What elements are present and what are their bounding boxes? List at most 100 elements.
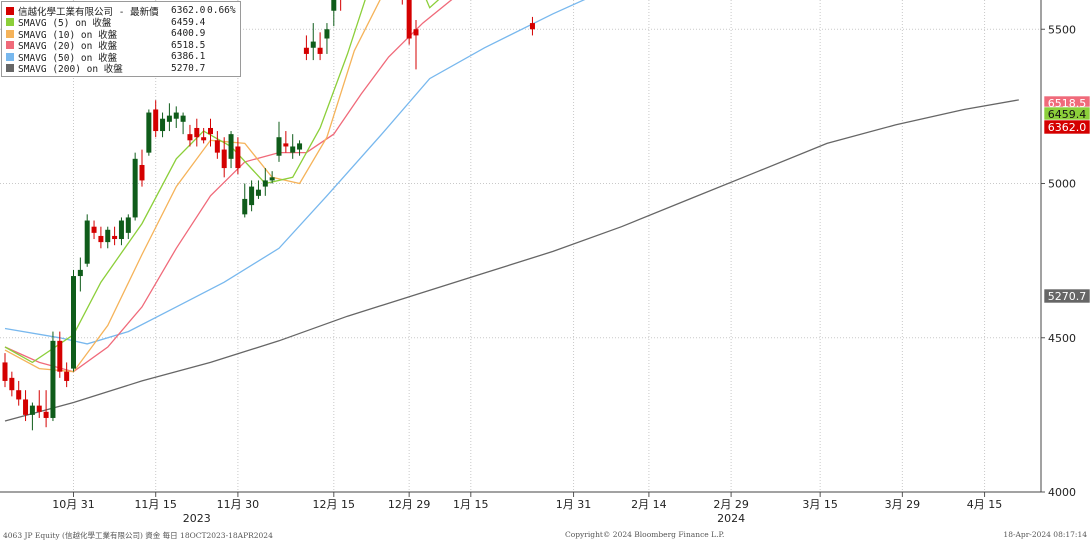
y-tick-label: 5000 [1048, 178, 1076, 191]
price-tag-label: 5270.7 [1048, 290, 1087, 303]
legend-value: 6386.1 [171, 51, 206, 63]
legend-row-sma5: SMAVG (5) on 收盤 6459.4 [6, 17, 237, 29]
footer-security-info: 4063 JP Equity (信越化學工業有限公司) 資金 每日 18OCT2… [3, 531, 273, 540]
candle-body [50, 340, 56, 418]
legend-row-sma50: SMAVG (50) on 收盤 6386.1 [6, 51, 237, 64]
candle-body [310, 41, 316, 48]
y-tick-label: 4000 [1048, 486, 1076, 499]
candle-body [91, 226, 97, 233]
candle-body [406, 0, 412, 39]
candle-body [255, 189, 261, 196]
candle-body [324, 29, 330, 39]
legend-value: 6459.4 [171, 16, 206, 28]
candle-body [208, 127, 213, 135]
candle-body [125, 217, 131, 233]
candle-body [297, 143, 303, 150]
x-tick-label: 11月 30 [217, 498, 260, 511]
legend-swatch [6, 18, 14, 27]
candle-body [529, 23, 535, 30]
x-tick-label: 3月 15 [802, 498, 838, 511]
price-tag: 5270.7 [1043, 288, 1090, 304]
candle-body [228, 134, 234, 159]
legend-row-sma200: SMAVG (200) on 收盤 5270.7 [6, 63, 237, 75]
legend-value: 6518.5 [171, 39, 206, 51]
legend-label: SMAVG (20) on 收盤 [18, 41, 118, 53]
legend-label: SMAVG (50) on 收盤 [18, 52, 118, 64]
candle-body [36, 405, 42, 412]
candle-body [201, 137, 207, 141]
candle-body [194, 127, 200, 138]
candle-body [153, 109, 159, 132]
candle-body [57, 340, 63, 372]
candle-body [29, 405, 35, 415]
candle-body [98, 235, 104, 243]
candle-body [276, 137, 282, 156]
legend-swatch [6, 29, 14, 38]
candle-body [146, 112, 152, 153]
x-tick-label: 12月 29 [388, 498, 431, 511]
candle-body [139, 164, 145, 181]
candle-body [71, 276, 76, 369]
price-tag: 6459.4 [1043, 106, 1090, 122]
x-tick-label: 12月 15 [313, 498, 356, 511]
candle-body [132, 158, 138, 218]
x-tick-label: 11月 15 [134, 498, 177, 511]
y-tick-label: 5500 [1048, 23, 1076, 36]
candle-body [16, 390, 22, 400]
candle-body [173, 112, 179, 119]
candle-body [249, 186, 255, 206]
candle-body [235, 146, 241, 169]
candle-body [283, 143, 289, 147]
candle-body [9, 377, 15, 391]
legend-row-sma20: SMAVG (20) on 收盤 6518.5 [6, 40, 237, 52]
sma-50-line [4, 0, 586, 345]
candle-body [64, 371, 70, 381]
candle-body [105, 229, 111, 243]
grid-layer [0, 0, 1041, 493]
price-tag: 6362.0 [1043, 119, 1090, 135]
legend-swatch [6, 52, 14, 61]
x-tick-label: 4月 15 [967, 498, 1003, 511]
legend-swatch [6, 41, 14, 50]
candle-body [262, 180, 268, 187]
candle-body [221, 149, 227, 169]
candle-body [112, 235, 118, 240]
sma-200-line [4, 99, 1019, 422]
x-tick-label: 2月 14 [631, 498, 667, 511]
sma-20-line [4, 0, 453, 373]
candle-body [269, 177, 275, 181]
moving-average-layer [4, 0, 1019, 422]
candle-body [214, 140, 220, 153]
x-tick-label: 1月 31 [556, 498, 592, 511]
legend-row-price: 信越化學工業有限公司 - 最新價 6362.0 0.66% [6, 5, 237, 18]
candle-body [242, 198, 248, 215]
candle-body [180, 115, 186, 122]
legend-label: 信越化學工業有限公司 - 最新價 [18, 6, 159, 18]
candle-body [290, 146, 296, 153]
legend-swatch [6, 64, 14, 73]
legend-change: 0.66% [207, 5, 236, 17]
legend-label: SMAVG (200) on 收盤 [18, 64, 123, 76]
legend-value: 6362.0 [171, 5, 206, 17]
footer-timestamp: 18-Apr-2024 08:17:14 [1003, 530, 1087, 539]
candlestick-layer [2, 0, 535, 431]
x-tick-label: 1月 15 [453, 498, 489, 511]
candle-body [43, 411, 49, 418]
candle-body [23, 399, 29, 415]
y-tick-label: 4500 [1048, 332, 1076, 345]
x-tick-label: 3月 29 [885, 498, 921, 511]
sma-10-line [4, 0, 381, 373]
price-tag-label: 6459.4 [1048, 108, 1087, 121]
candle-body [2, 362, 8, 381]
candle-body [303, 47, 309, 54]
price-tag-box [1043, 119, 1090, 135]
x-year-label: 2024 [717, 512, 745, 525]
candle-body [413, 29, 419, 36]
price-tag-label: 6362.0 [1048, 121, 1087, 134]
legend-row-sma10: SMAVG (10) on 收盤 6400.9 [6, 28, 237, 41]
chart-legend: 信越化學工業有限公司 - 最新價 6362.0 0.66% SMAVG (5) … [1, 1, 241, 77]
candle-body [166, 115, 172, 122]
